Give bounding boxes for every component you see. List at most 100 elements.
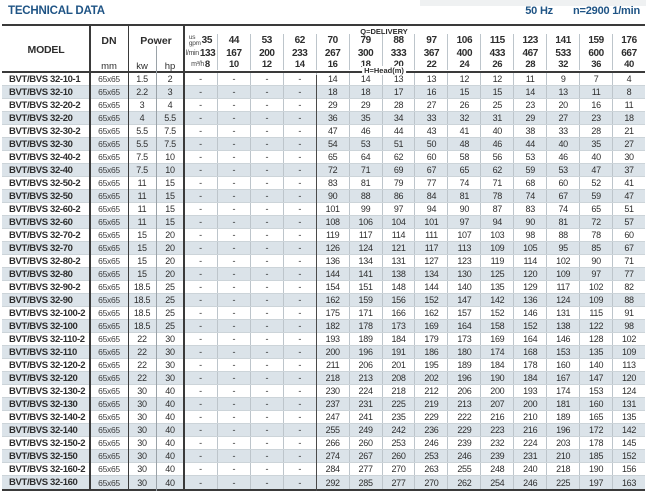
dn-cell: 65x65: [98, 191, 120, 201]
head-cell: 47: [612, 190, 645, 202]
head-cell: 152: [612, 450, 645, 462]
head-cell: -: [282, 73, 316, 85]
head-cell: 101: [414, 216, 447, 228]
head-cell: 59: [513, 164, 546, 176]
head-cell: 148: [381, 281, 415, 293]
head-cell: -: [249, 398, 283, 410]
head-cell: 21: [612, 125, 645, 137]
delivery-value: 97: [426, 35, 437, 46]
model-cell: BVT/BVS 32-50-2: [9, 177, 81, 189]
head-cell: 43: [414, 125, 447, 137]
head-cell: 107: [447, 229, 480, 241]
hp-cell: 40: [165, 464, 175, 474]
head-cell: 15: [447, 86, 480, 98]
table-row: BVT/BVS 32-20 65x65 4 5.5- - - -36 35 34 33 32 31 29…: [2, 112, 645, 125]
head-cell: 162: [414, 307, 447, 319]
delivery-value: 35: [201, 35, 213, 46]
head-cell: -: [249, 190, 283, 202]
hp-cell: 4: [167, 100, 173, 110]
head-cell: -: [249, 346, 283, 358]
frequency-label: 50 Hz: [525, 5, 553, 17]
head-cell: 8: [612, 86, 645, 98]
head-cell: 77: [612, 268, 645, 280]
head-cell: 117: [348, 229, 382, 241]
delivery-header-cell: 62: [282, 34, 316, 47]
delivery-value: 400: [456, 47, 473, 59]
head-cell: 15: [480, 86, 513, 98]
head-cell: 60: [414, 151, 447, 163]
model-cell: BVT/BVS 32-150-2: [9, 437, 86, 449]
head-cell: 26: [447, 99, 480, 111]
head-cell: -: [249, 99, 283, 111]
kw-cell: 30: [137, 386, 147, 396]
kw-cell: 4: [139, 113, 145, 123]
head-cell: 14: [348, 73, 382, 85]
hp-cell: 30: [165, 360, 175, 370]
hp-unit-label: hp: [164, 61, 176, 72]
head-cell: 151: [348, 281, 382, 293]
head-cell: -: [199, 438, 202, 448]
head-cell: -: [282, 151, 316, 163]
head-cell: 124: [612, 385, 645, 397]
kw-cell: 18.5: [133, 295, 151, 305]
head-cell: -: [216, 125, 250, 137]
head-cell: -: [282, 437, 316, 449]
unit-label: us gpm: [188, 33, 201, 47]
head-cell: -: [216, 294, 250, 306]
head-cell: 106: [348, 216, 382, 228]
table-body: BVT/BVS 32-10-1 65x65 1.5 2- - - -14 14 13 13 12 12…: [2, 73, 645, 491]
head-cell: -: [249, 372, 283, 384]
head-cell: 13: [414, 73, 447, 85]
head-cell: -: [249, 333, 283, 345]
delivery-header-cell: l/min 133: [184, 47, 217, 59]
head-cell: 60: [546, 177, 579, 189]
head-cell: 97: [579, 268, 612, 280]
head-cell: 97: [447, 216, 480, 228]
head-cell: -: [199, 425, 202, 435]
head-cell: 71: [480, 177, 513, 189]
head-cell: -: [249, 450, 283, 462]
model-cell: BVT/BVS 32-100: [9, 320, 78, 332]
table-row: BVT/BVS 32-120 65x65 22 30- - - -218 213 208 202 1…: [2, 372, 645, 385]
kw-cell: 15: [137, 256, 147, 266]
delivery-value: 10: [228, 59, 239, 70]
dn-cell: 65x65: [98, 386, 120, 396]
head-cell: 173: [381, 320, 415, 332]
head-cell: 218: [546, 463, 579, 475]
model-cell: BVT/BVS 32-10-1: [9, 73, 81, 85]
head-cell: -: [199, 412, 202, 422]
head-cell: 184: [381, 333, 415, 345]
page-header: TECHNICAL DATA 50 Hz n=2900 1/min: [8, 5, 640, 17]
head-cell: 14: [315, 73, 349, 85]
head-cell: -: [199, 243, 202, 253]
delivery-value: 133: [199, 47, 216, 59]
head-cell: 67: [546, 190, 579, 202]
delivery-header-cell: 28: [513, 59, 546, 70]
head-cell: 255: [447, 463, 480, 475]
delivery-value: 115: [489, 35, 505, 46]
head-cell: 208: [381, 372, 415, 384]
header-specs: 50 Hz n=2900 1/min: [525, 5, 640, 17]
dn-cell: 65x65: [98, 360, 120, 370]
head-cell: 98: [513, 229, 546, 241]
hp-cell: 5.5: [164, 113, 176, 123]
hp-cell: 40: [165, 451, 175, 461]
head-cell: 171: [348, 307, 382, 319]
head-cell: -: [282, 398, 316, 410]
head-cell: -: [249, 281, 283, 293]
head-cell: 50: [414, 138, 447, 150]
head-cell: -: [282, 255, 316, 267]
head-cell: 152: [480, 307, 513, 319]
kw-cell: 30: [137, 425, 147, 435]
column-header-model: MODEL: [27, 43, 65, 56]
delivery-value: 22: [426, 59, 437, 70]
head-cell: 156: [612, 463, 645, 475]
dn-cell: 65x65: [98, 425, 120, 435]
head-cell: -: [249, 216, 283, 228]
head-cell: 178: [579, 437, 612, 449]
head-cell: 189: [348, 333, 382, 345]
head-cell: -: [249, 411, 283, 423]
head-cell: 184: [480, 359, 513, 371]
delivery-value: 467: [522, 47, 538, 59]
dn-cell: 65x65: [98, 256, 120, 266]
